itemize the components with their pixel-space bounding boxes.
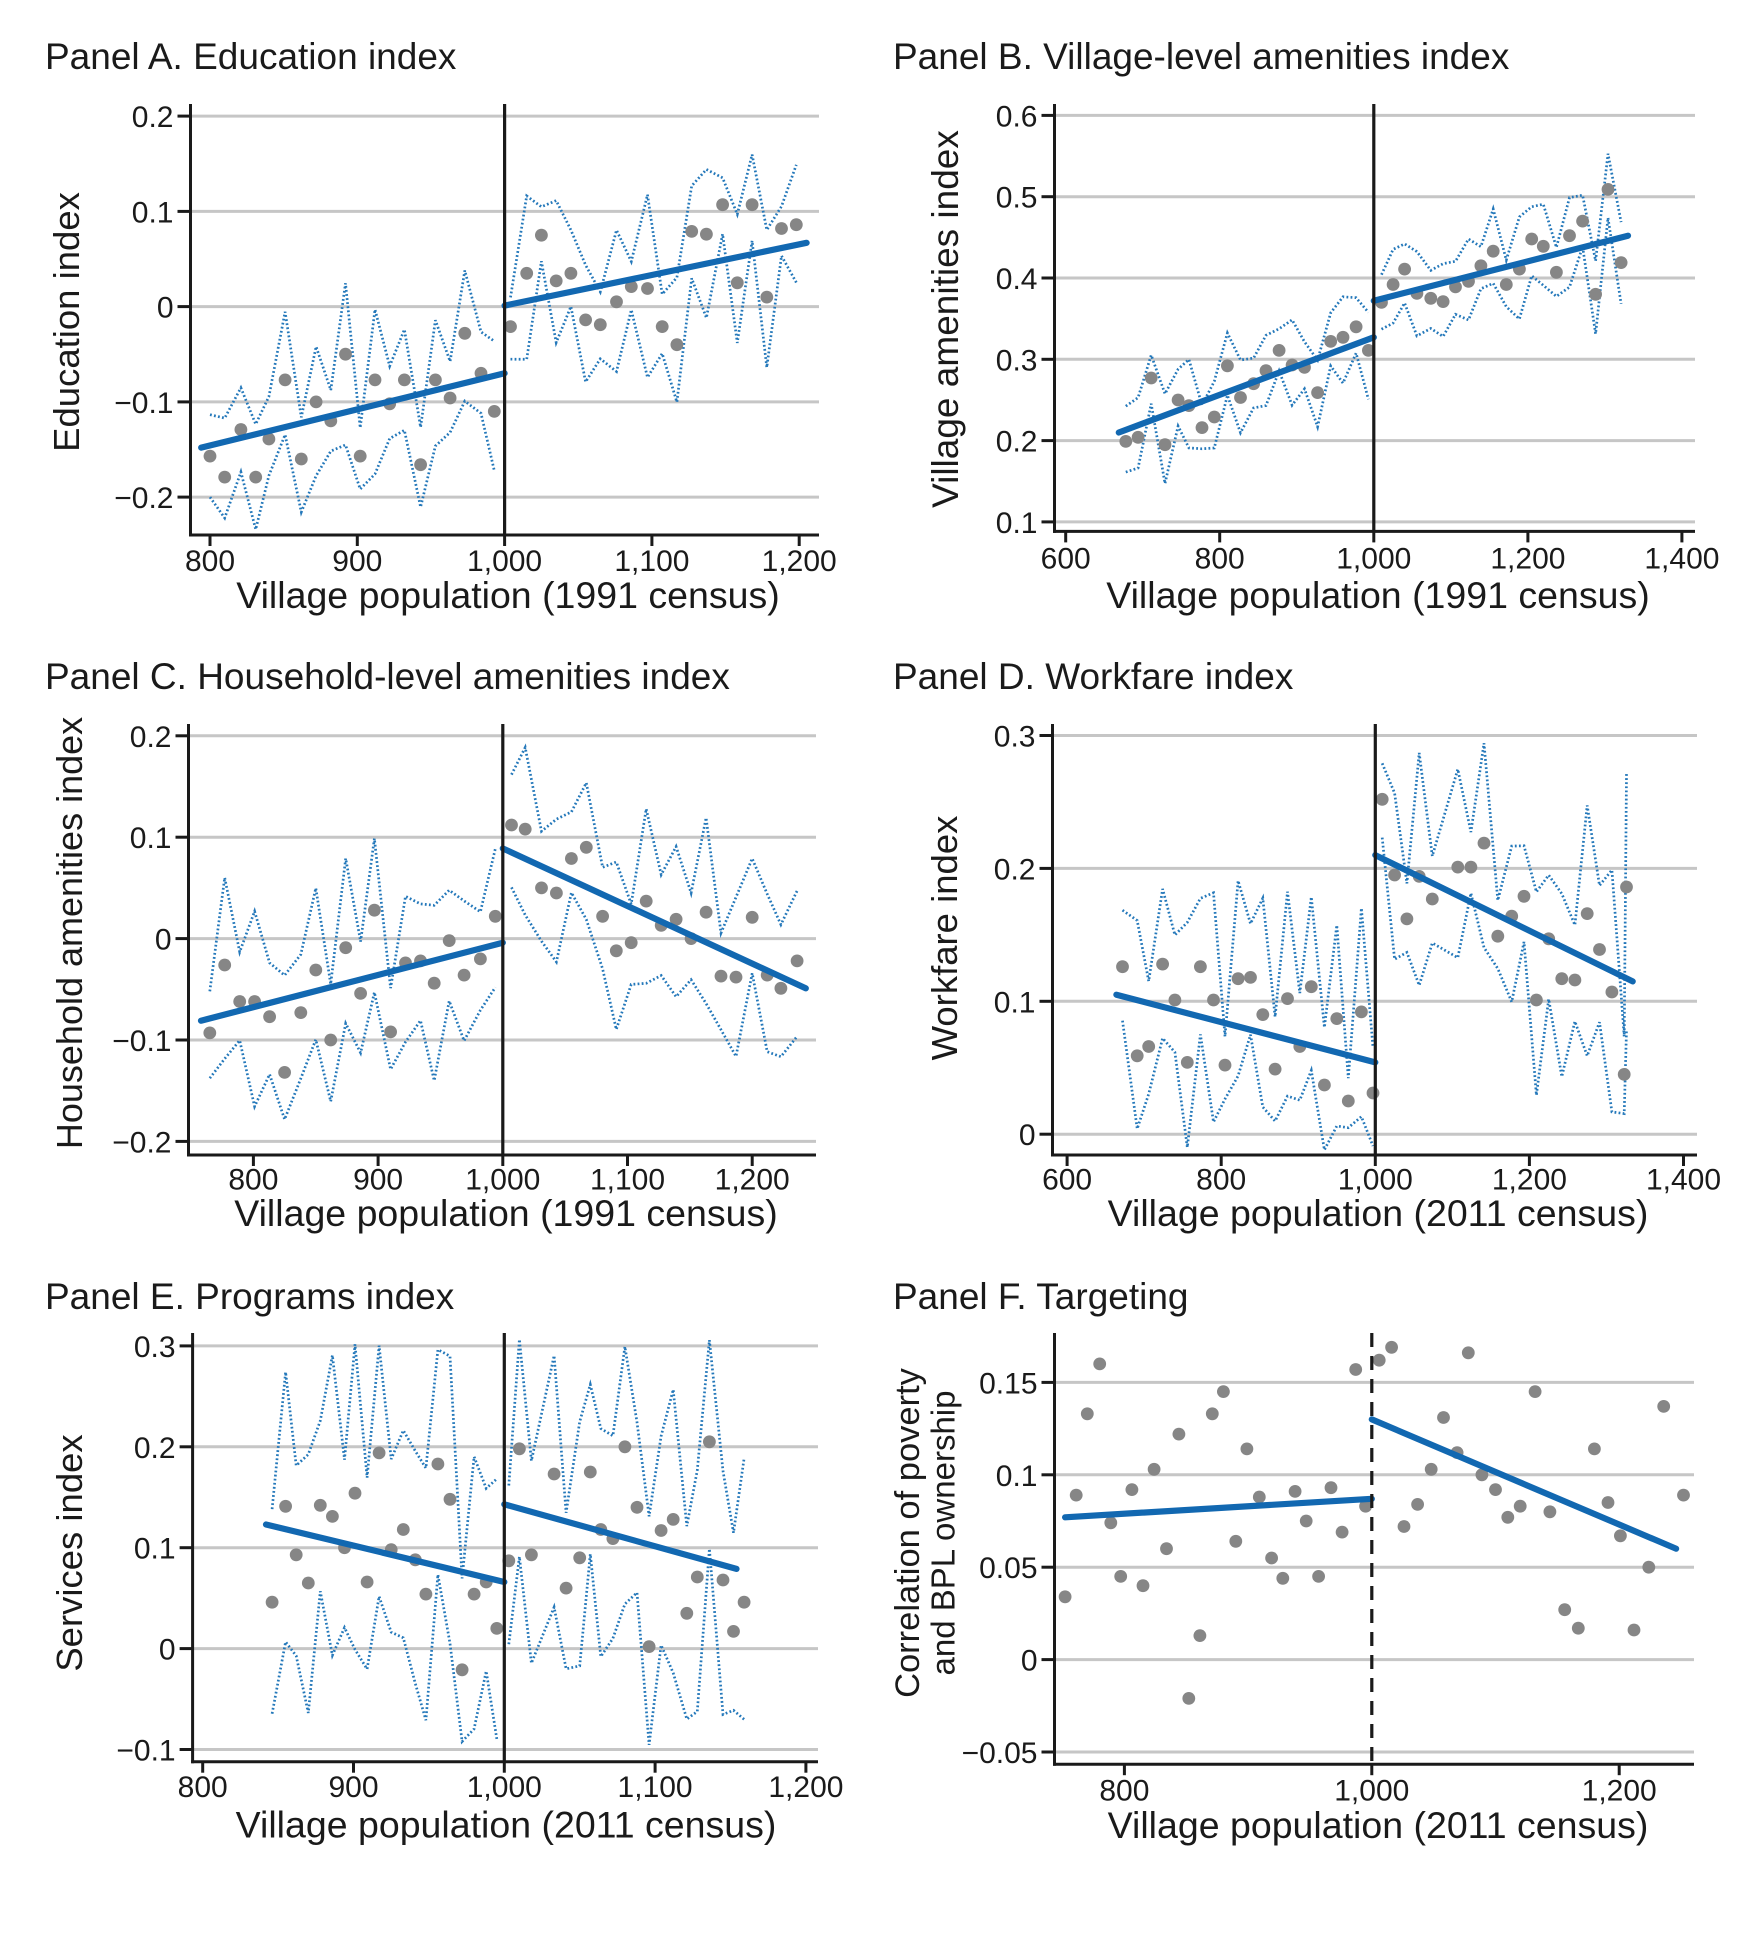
svg-text:−0.1: −0.1 — [114, 387, 173, 420]
svg-text:0.2: 0.2 — [994, 853, 1036, 886]
svg-text:−0.05: −0.05 — [962, 1737, 1038, 1770]
svg-text:0: 0 — [157, 292, 174, 325]
svg-text:0.2: 0.2 — [130, 721, 172, 754]
svg-text:600: 600 — [1042, 1164, 1092, 1197]
svg-text:0: 0 — [1019, 1119, 1036, 1152]
svg-text:800: 800 — [185, 545, 235, 578]
svg-text:0.4: 0.4 — [996, 263, 1038, 296]
svg-text:1,200: 1,200 — [715, 1164, 790, 1197]
svg-text:1,100: 1,100 — [618, 1771, 693, 1804]
svg-text:900: 900 — [328, 1771, 378, 1804]
svg-text:0.1: 0.1 — [132, 196, 174, 229]
svg-text:1,200: 1,200 — [1582, 1775, 1657, 1808]
svg-text:800: 800 — [1195, 543, 1245, 576]
svg-text:1,000: 1,000 — [1334, 1775, 1409, 1808]
svg-text:1,200: 1,200 — [1490, 543, 1565, 576]
svg-text:1,000: 1,000 — [1338, 1164, 1413, 1197]
svg-text:−0.2: −0.2 — [112, 1126, 171, 1159]
svg-text:and BPL ownership: and BPL ownership — [925, 1391, 962, 1676]
svg-text:1,200: 1,200 — [768, 1771, 843, 1804]
svg-text:0.2: 0.2 — [132, 101, 174, 134]
svg-text:Education index: Education index — [46, 192, 87, 452]
svg-text:1,000: 1,000 — [1336, 543, 1411, 576]
svg-text:0.2: 0.2 — [134, 1432, 176, 1465]
svg-text:Panel B. Village-level ameniti: Panel B. Village-level amenities index — [893, 36, 1510, 77]
svg-text:−0.2: −0.2 — [114, 482, 173, 515]
svg-text:1,400: 1,400 — [1646, 1164, 1721, 1197]
svg-text:1,100: 1,100 — [614, 545, 689, 578]
svg-text:Workfare index: Workfare index — [924, 816, 965, 1061]
svg-text:1,200: 1,200 — [1492, 1164, 1567, 1197]
svg-text:1,100: 1,100 — [590, 1164, 665, 1197]
svg-text:Panel A. Education index: Panel A. Education index — [45, 36, 457, 77]
svg-text:Household amenities index: Household amenities index — [49, 717, 90, 1149]
svg-text:1,200: 1,200 — [762, 545, 837, 578]
svg-text:0.3: 0.3 — [996, 344, 1038, 377]
svg-text:0: 0 — [159, 1634, 176, 1667]
svg-text:0.15: 0.15 — [979, 1367, 1037, 1400]
svg-text:0.1: 0.1 — [996, 507, 1038, 540]
svg-text:900: 900 — [353, 1164, 403, 1197]
svg-text:Panel F. Targeting: Panel F. Targeting — [893, 1276, 1189, 1317]
svg-text:0.2: 0.2 — [996, 426, 1038, 459]
svg-text:800: 800 — [1099, 1775, 1149, 1808]
svg-text:800: 800 — [1196, 1164, 1246, 1197]
svg-text:1,000: 1,000 — [467, 545, 542, 578]
svg-text:0.6: 0.6 — [996, 100, 1038, 133]
svg-text:Village population (1991 censu: Village population (1991 census) — [1106, 574, 1649, 616]
svg-text:Village amenities index: Village amenities index — [925, 130, 966, 508]
svg-text:Village population (2011 censu: Village population (2011 census) — [1108, 1804, 1649, 1846]
svg-text:Correlation of poverty: Correlation of poverty — [889, 1367, 927, 1698]
svg-text:800: 800 — [178, 1771, 228, 1804]
svg-text:1,000: 1,000 — [465, 1164, 540, 1197]
svg-text:800: 800 — [228, 1164, 278, 1197]
svg-text:Panel C. Household-level ameni: Panel C. Household-level amenities index — [45, 656, 730, 697]
svg-text:0.3: 0.3 — [994, 721, 1036, 754]
svg-text:0: 0 — [155, 924, 172, 957]
svg-text:0.1: 0.1 — [134, 1533, 176, 1566]
svg-text:Village population (1991 censu: Village population (1991 census) — [234, 1192, 777, 1234]
svg-text:0.3: 0.3 — [134, 1331, 176, 1364]
svg-text:0.5: 0.5 — [996, 182, 1038, 215]
svg-text:0.1: 0.1 — [994, 986, 1036, 1019]
svg-text:Panel D. Workfare index: Panel D. Workfare index — [893, 656, 1294, 697]
svg-text:0.1: 0.1 — [130, 822, 172, 855]
svg-text:900: 900 — [332, 545, 382, 578]
svg-text:0.1: 0.1 — [996, 1460, 1038, 1493]
svg-text:Village population (2011 censu: Village population (2011 census) — [236, 1804, 777, 1846]
svg-text:600: 600 — [1041, 543, 1091, 576]
svg-text:0.05: 0.05 — [979, 1552, 1037, 1585]
svg-text:0: 0 — [1021, 1645, 1038, 1678]
svg-text:Services index: Services index — [49, 1434, 90, 1671]
svg-text:Village population (2011 censu: Village population (2011 census) — [1108, 1192, 1649, 1234]
svg-text:Panel E. Programs index: Panel E. Programs index — [45, 1276, 455, 1317]
svg-text:−0.1: −0.1 — [116, 1735, 175, 1768]
svg-text:1,400: 1,400 — [1644, 543, 1719, 576]
svg-text:−0.1: −0.1 — [112, 1025, 171, 1058]
svg-text:1,000: 1,000 — [467, 1771, 542, 1804]
svg-text:Village population (1991 censu: Village population (1991 census) — [236, 574, 779, 616]
